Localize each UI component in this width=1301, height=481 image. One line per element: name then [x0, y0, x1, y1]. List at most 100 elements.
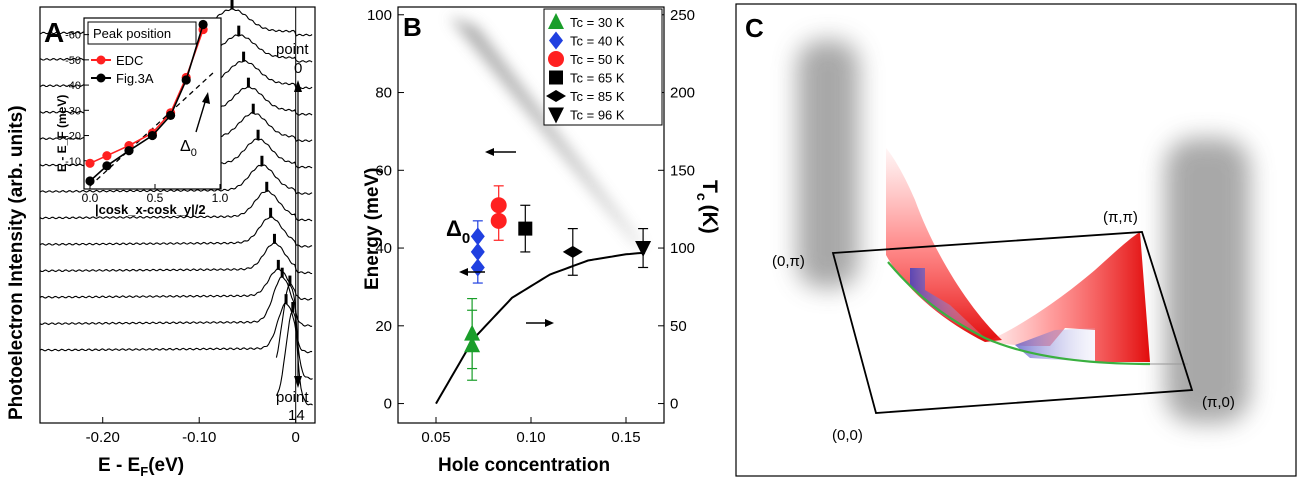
panel-a-x-tick-label: -0.10: [182, 429, 216, 446]
data-point: [464, 324, 481, 341]
legend-label: Tc = 30 K: [570, 15, 625, 30]
panel-b-y2-tick-label: 250: [670, 7, 695, 24]
point-top-number: 0: [294, 60, 302, 77]
inset-point: [124, 146, 134, 156]
panel-b-y-tick-label: 40: [375, 240, 392, 257]
point-range-arrow-up: [294, 80, 302, 92]
red-surface-right: [985, 232, 1150, 362]
panel-a-letter: A: [44, 17, 64, 48]
legend-label: Tc = 50 K: [570, 52, 625, 67]
inset-point: [85, 158, 95, 168]
legend-marker: [548, 107, 564, 124]
panel-c-frame: [735, 3, 1297, 477]
panel-b-x-tick-label: 0.15: [611, 429, 640, 446]
shadow-right: [1165, 138, 1250, 423]
inset-point: [147, 130, 157, 141]
panel-a-x-label: E - EF(eV): [98, 455, 184, 479]
arrow-left-lower-head: [459, 268, 468, 276]
arrow-left-upper-head: [485, 148, 494, 156]
panel-a-x-ticks: -0.20 -0.10 0: [86, 417, 300, 446]
edc-curve: [39, 241, 313, 275]
panel-b-delta-label: Δ0: [446, 216, 470, 247]
panel-b-x-tick-label: 0.05: [421, 429, 450, 446]
panel-b-y2-tick-label: 0: [670, 396, 678, 413]
data-point: [635, 241, 652, 258]
gap-band-wedge: [449, 16, 644, 249]
label-pi-0: (π,0): [1202, 394, 1235, 411]
panel-b-y2-tick-label: 50: [670, 318, 687, 335]
panel-c: C (0,π) (π,π) (0,0) (π,0): [735, 3, 1297, 477]
data-point: [562, 245, 583, 258]
panel-a: A -0.20 -0.10 0 E - EF(eV) Photoelectron I…: [6, 0, 316, 479]
panel-b-ticks: 0.05 0.10 0.15 0 20 40 60 80 100 0 50 100 150 200 250: [367, 7, 695, 446]
inset-point: [102, 161, 112, 171]
panel-b-arrows: [459, 148, 554, 327]
inset-y-tick-label: -30: [65, 105, 81, 117]
panel-b-x-label: Hole concentration: [438, 455, 610, 476]
panel-a-frame: [39, 6, 316, 424]
inset-y-label: E - E_F (meV): [55, 95, 69, 172]
data-point: [490, 197, 507, 214]
label-pi-pi: (π,π): [1103, 209, 1138, 226]
label-0-pi: (0,π): [772, 253, 805, 270]
panel-b-legend: Tc = 30 K Tc = 40 K Tc = 50 K Tc = 65 K Tc =…: [543, 8, 663, 126]
inset-x-tick-label: 0.5: [147, 191, 164, 205]
fermi-surface-line: [887, 261, 1151, 366]
legend-fig3a-label: Fig.3A: [116, 71, 154, 86]
panel-c-letter: C: [745, 13, 764, 43]
legend-label: Tc = 65 K: [570, 71, 625, 86]
inset-y-tick-label: -10: [65, 156, 81, 168]
inset-point: [102, 151, 112, 161]
peak-position-inset: Peak position 0.0 0.5 1.0 -10 -20 -30 -40 -50 -6…: [55, 17, 229, 217]
inset-title-box: [87, 21, 197, 45]
point-range-arrow-down: [294, 376, 302, 388]
point-top-label: point: [276, 41, 309, 58]
edc-curve: [39, 268, 313, 301]
inset-y-tick-label: -40: [65, 80, 81, 92]
legend-edc-label: EDC: [116, 53, 143, 68]
inset-y-tick-label: -60: [65, 30, 81, 42]
data-point: [470, 227, 485, 246]
gap-band: [449, 16, 644, 249]
inset-y-tick-label: -20: [65, 131, 81, 143]
legend-marker: [548, 13, 564, 29]
panel-b-x-tick-label: 0.10: [516, 429, 545, 446]
inset-delta-label: Δ0: [180, 138, 197, 159]
edc-curve: [39, 215, 313, 248]
edc-curve: [275, 284, 313, 380]
panel-b-y-tick-label: 0: [384, 396, 392, 413]
shadow-left: [797, 40, 859, 288]
inset-title: Peak position: [93, 26, 171, 41]
legend-label: Tc = 40 K: [570, 34, 625, 49]
inset-x-tick-label: 1.0: [212, 191, 229, 205]
legend-box: [543, 8, 663, 126]
legend-marker: [549, 31, 563, 50]
inset-legend: EDC Fig.3A: [91, 53, 154, 86]
panel-b-points: [464, 185, 652, 381]
panel-b-y-tick-label: 60: [375, 162, 392, 179]
label-0-0: (0,0): [832, 427, 863, 444]
legend-marker: [546, 90, 566, 102]
inset-delta-arrow: [195, 98, 207, 133]
panel-a-x-tick-label: 0: [292, 429, 300, 446]
inset-delta-arrowhead: [202, 92, 210, 104]
inset-point: [166, 110, 176, 120]
panel-a-y-label: Photoelectron Intensity (arb. units): [6, 105, 27, 420]
blue-surface-left: [910, 268, 985, 338]
edc-curve: [39, 275, 313, 327]
inset-ticks: 0.0 0.5 1.0 -10 -20 -30 -40 -50 -60: [65, 30, 229, 205]
panel-b: B 0.05 0.10 0.15 0 20 40 60 80 100 0 50 100 150 200 25…: [362, 6, 721, 476]
data-point: [518, 221, 533, 236]
panel-b-y2-tick-label: 150: [670, 162, 695, 179]
inset-frame: [83, 17, 222, 190]
panel-b-y-label: Energy (meV): [362, 168, 383, 290]
legend-marker: [549, 70, 563, 85]
edc-curve: [275, 310, 313, 406]
panel-a-x-tick-label: -0.20: [86, 429, 120, 446]
panel-b-y2-label: Tc(K): [694, 180, 721, 234]
edc-curve: [39, 302, 313, 354]
inset-x-tick-label: 0.0: [82, 191, 99, 205]
inset-y-tick-label: -50: [65, 55, 81, 67]
legend-edc-marker: [96, 55, 106, 65]
